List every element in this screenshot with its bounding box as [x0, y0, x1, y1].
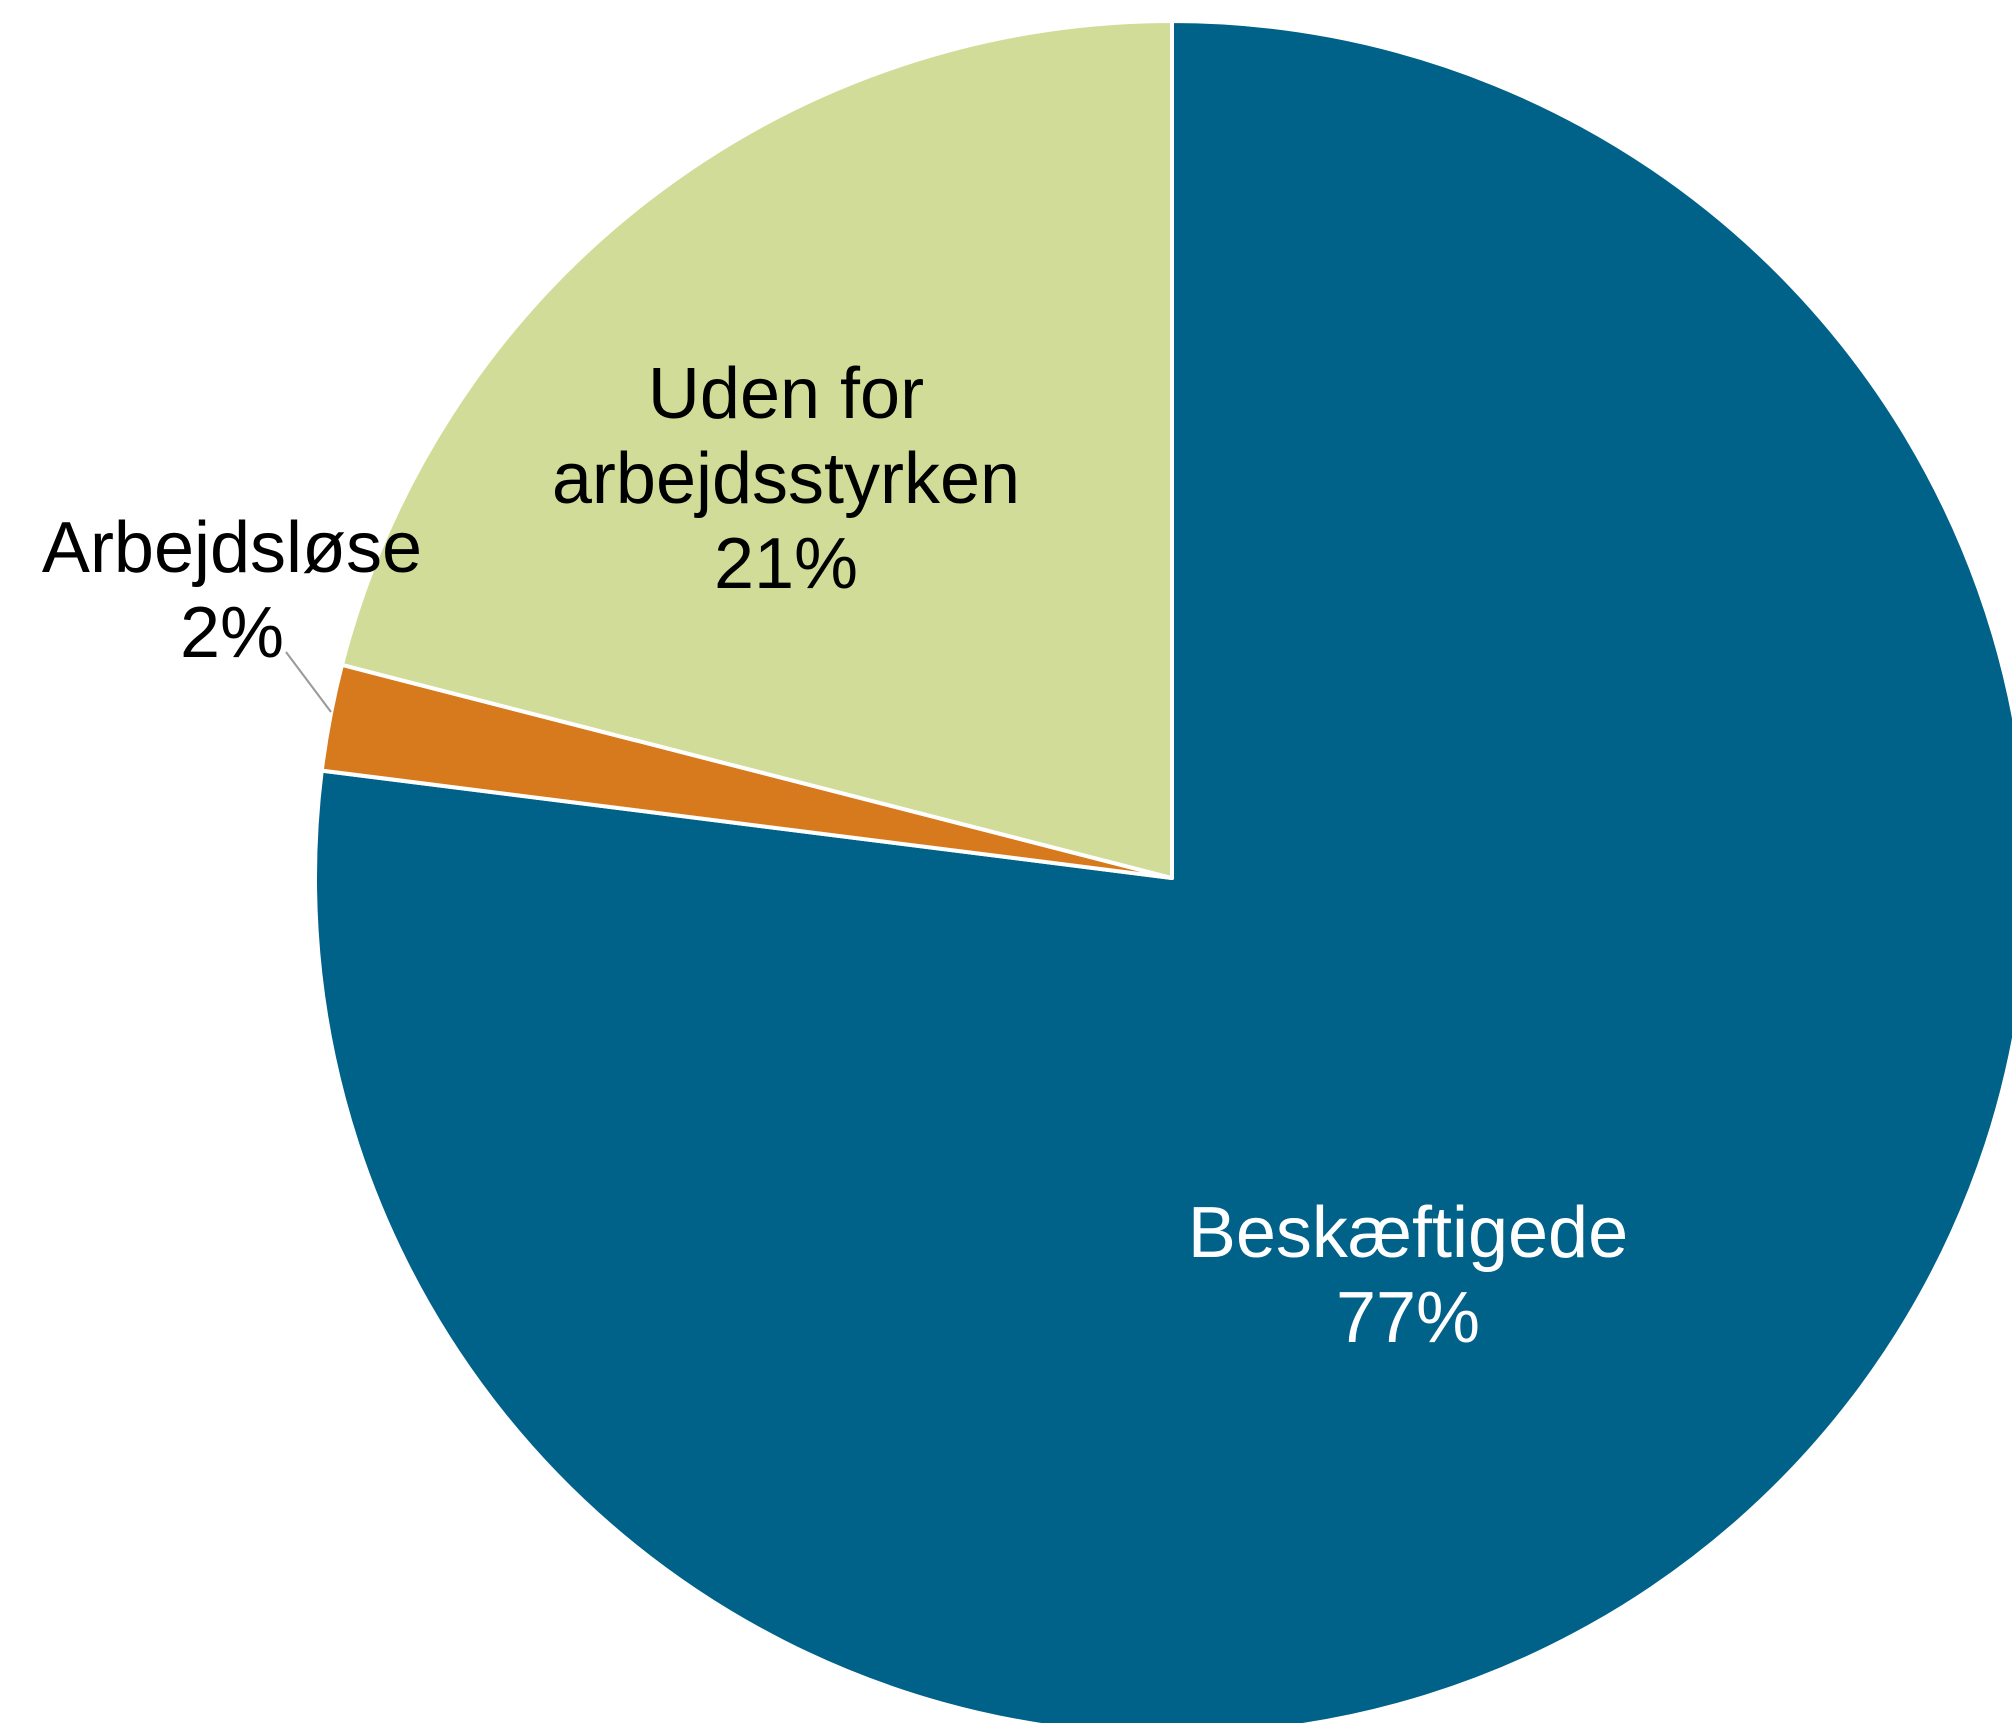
slice-label-uden-for-line1: Uden for — [648, 354, 924, 434]
slice-label-beskaeftigede: Beskæftigede — [1188, 1193, 1628, 1273]
slice-label-arbejdsloese: Arbejdsløse — [42, 508, 422, 588]
pie-slice-uden-for-arbejdsstyrken — [339, 19, 1174, 880]
pie-labels: Beskæftigede 77% Arbejdsløse 2% Uden for… — [42, 354, 1628, 1358]
pie-slices — [313, 19, 2012, 1723]
slice-label-uden-for-line2: arbejdsstyrken — [552, 439, 1020, 519]
slice-value-uden-for: 21% — [714, 524, 858, 604]
pie-slice-beskaeftigede — [313, 19, 2012, 1723]
slice-value-beskaeftigede: 77% — [1336, 1278, 1480, 1358]
leader-line-arbejdsloese — [285, 651, 332, 713]
slice-value-arbejdsloese: 2% — [180, 593, 284, 673]
